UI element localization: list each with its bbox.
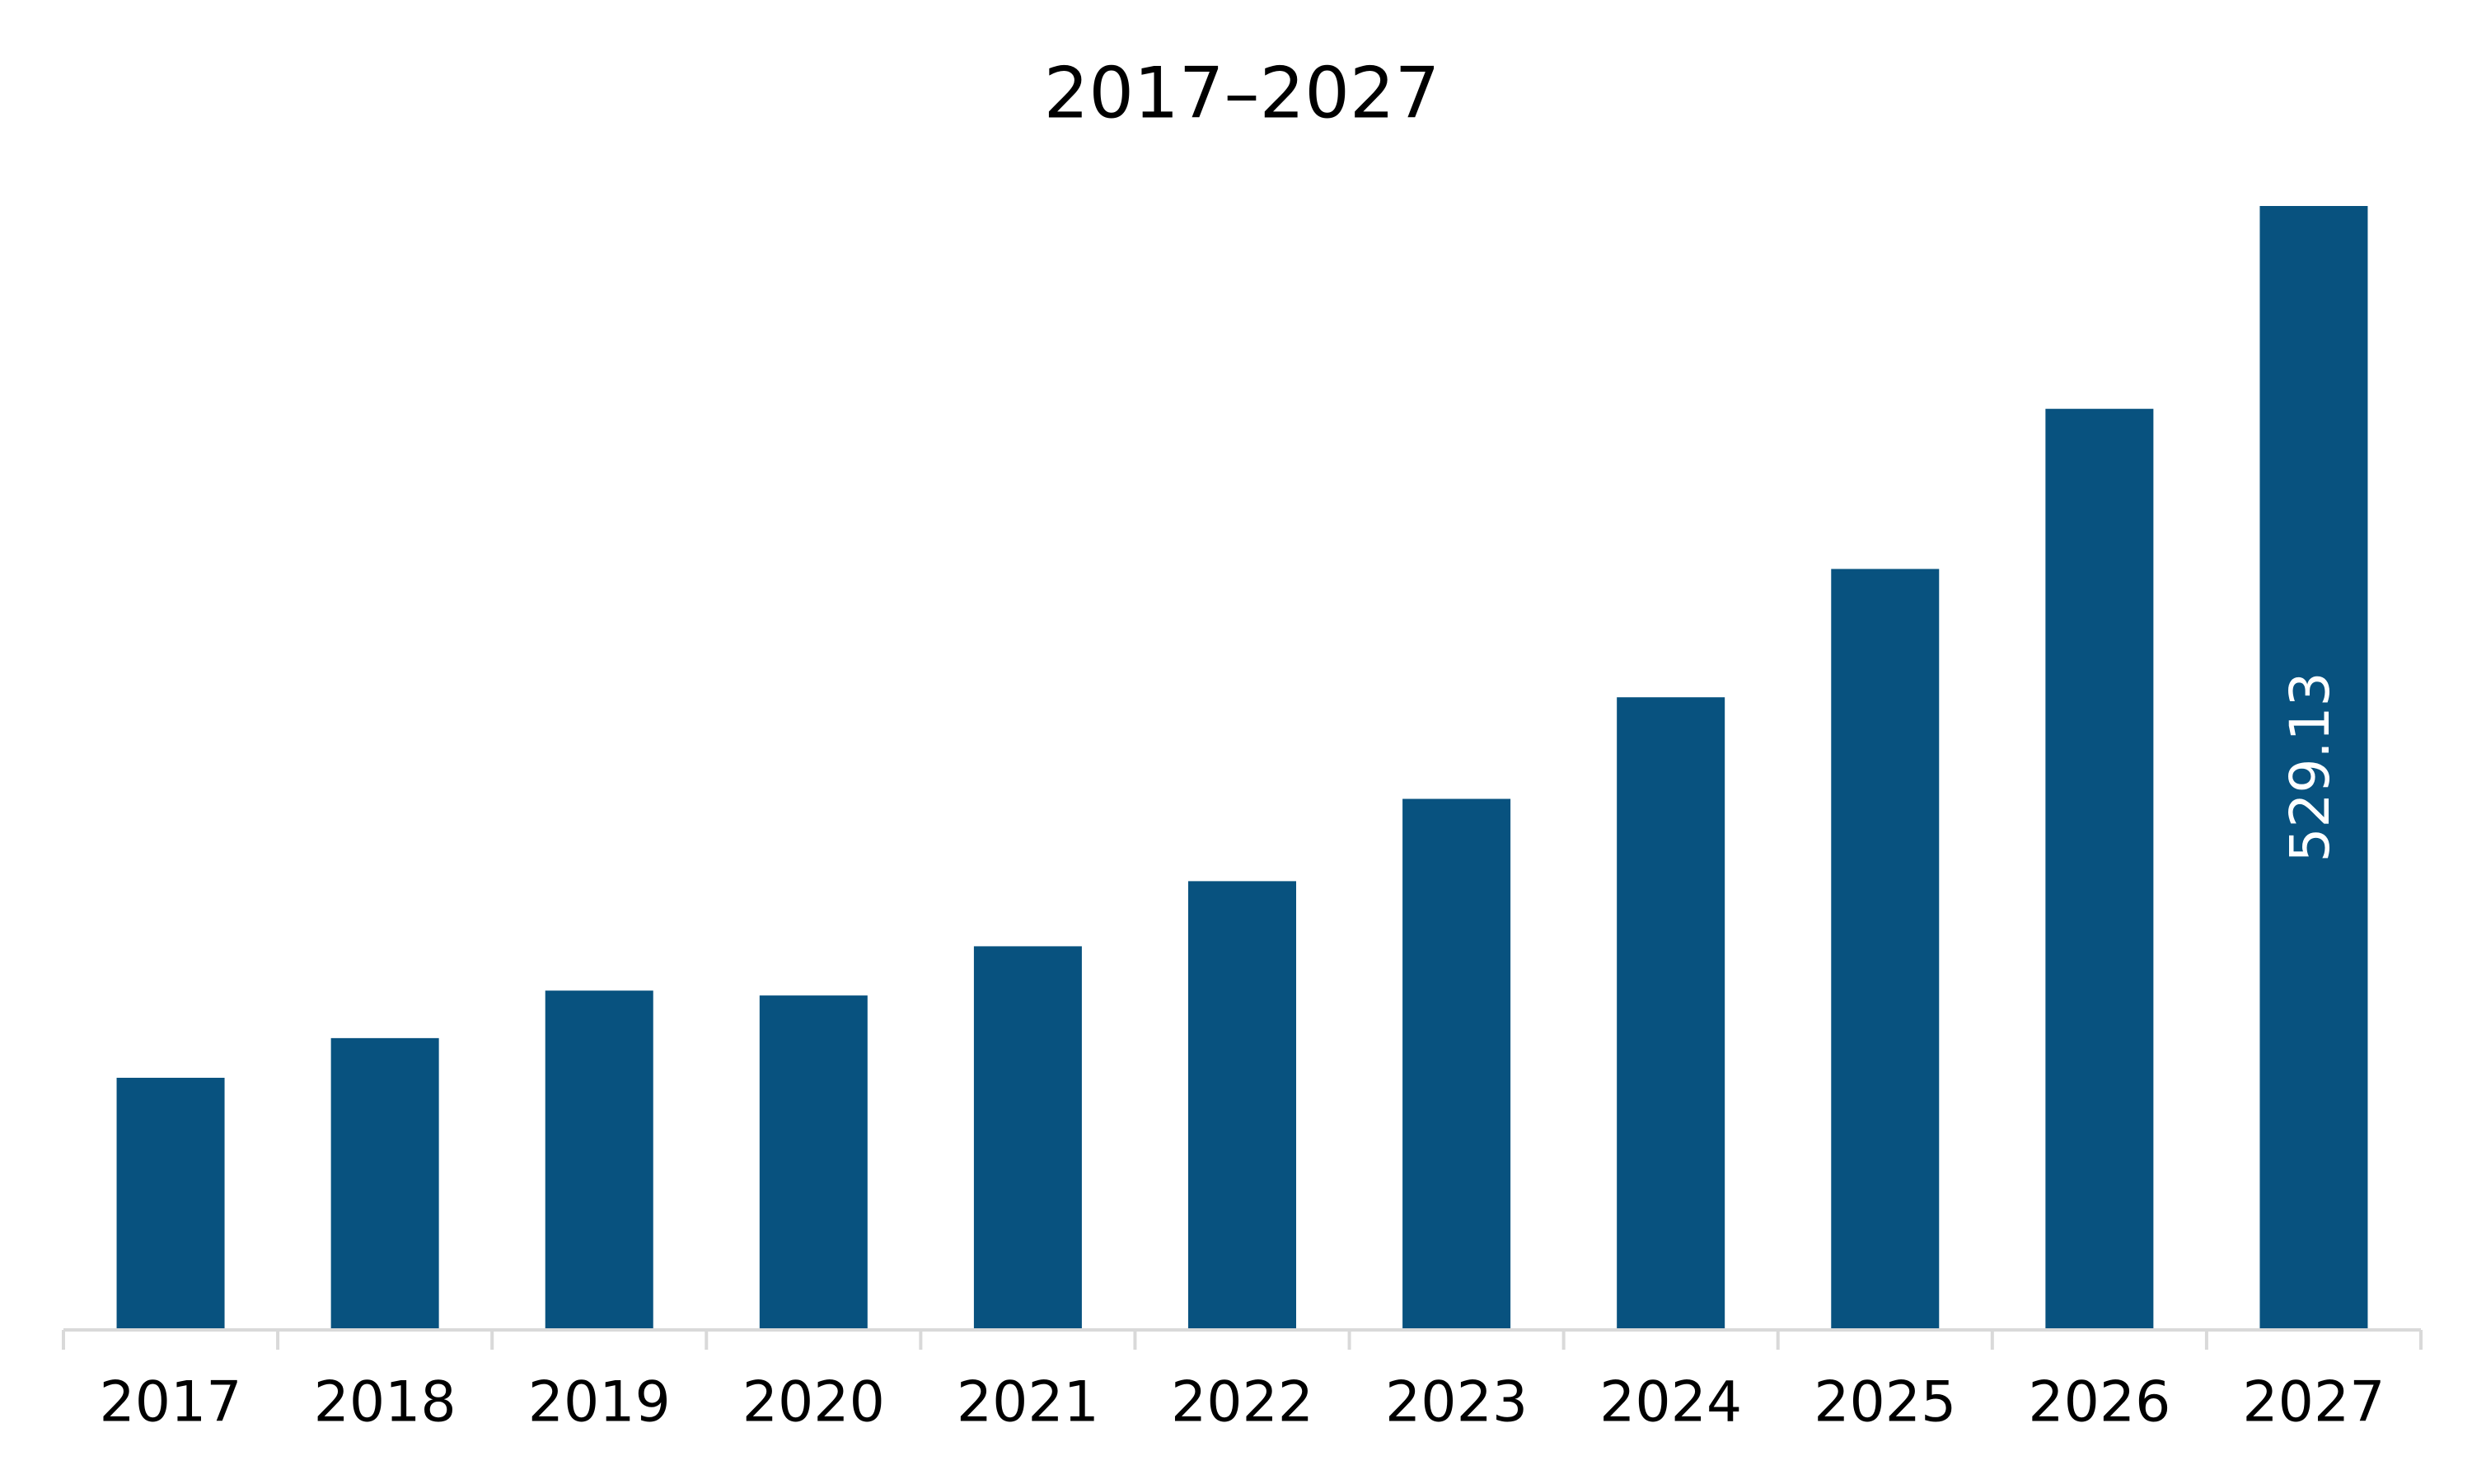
x-tick-label: 2022 — [1171, 1370, 1313, 1435]
bar — [759, 995, 868, 1328]
x-tick-label: 2024 — [1599, 1370, 1742, 1435]
x-tick-label: 2026 — [2028, 1370, 2170, 1435]
bar — [1831, 569, 1940, 1328]
data-label: 529.13 — [2278, 672, 2342, 863]
x-tick-label: 2025 — [1814, 1370, 1956, 1435]
bar — [1188, 881, 1296, 1328]
bar — [973, 946, 1082, 1328]
bar — [1617, 697, 1725, 1328]
chart-title: 2017–2027 — [1044, 52, 1440, 134]
x-tick-label: 2027 — [2242, 1370, 2385, 1435]
x-tick-label: 2019 — [528, 1370, 671, 1435]
bar — [545, 990, 653, 1328]
x-tick-label: 2018 — [314, 1370, 456, 1435]
bar — [330, 1037, 439, 1328]
bar — [2045, 409, 2154, 1328]
bar — [1402, 798, 1511, 1328]
x-tick-label: 2021 — [957, 1370, 1099, 1435]
x-tick-label: 2017 — [100, 1370, 242, 1435]
bar — [2259, 206, 2368, 1328]
x-tick-label: 2020 — [742, 1370, 885, 1435]
x-tick-label: 2023 — [1385, 1370, 1528, 1435]
bar — [116, 1078, 225, 1328]
